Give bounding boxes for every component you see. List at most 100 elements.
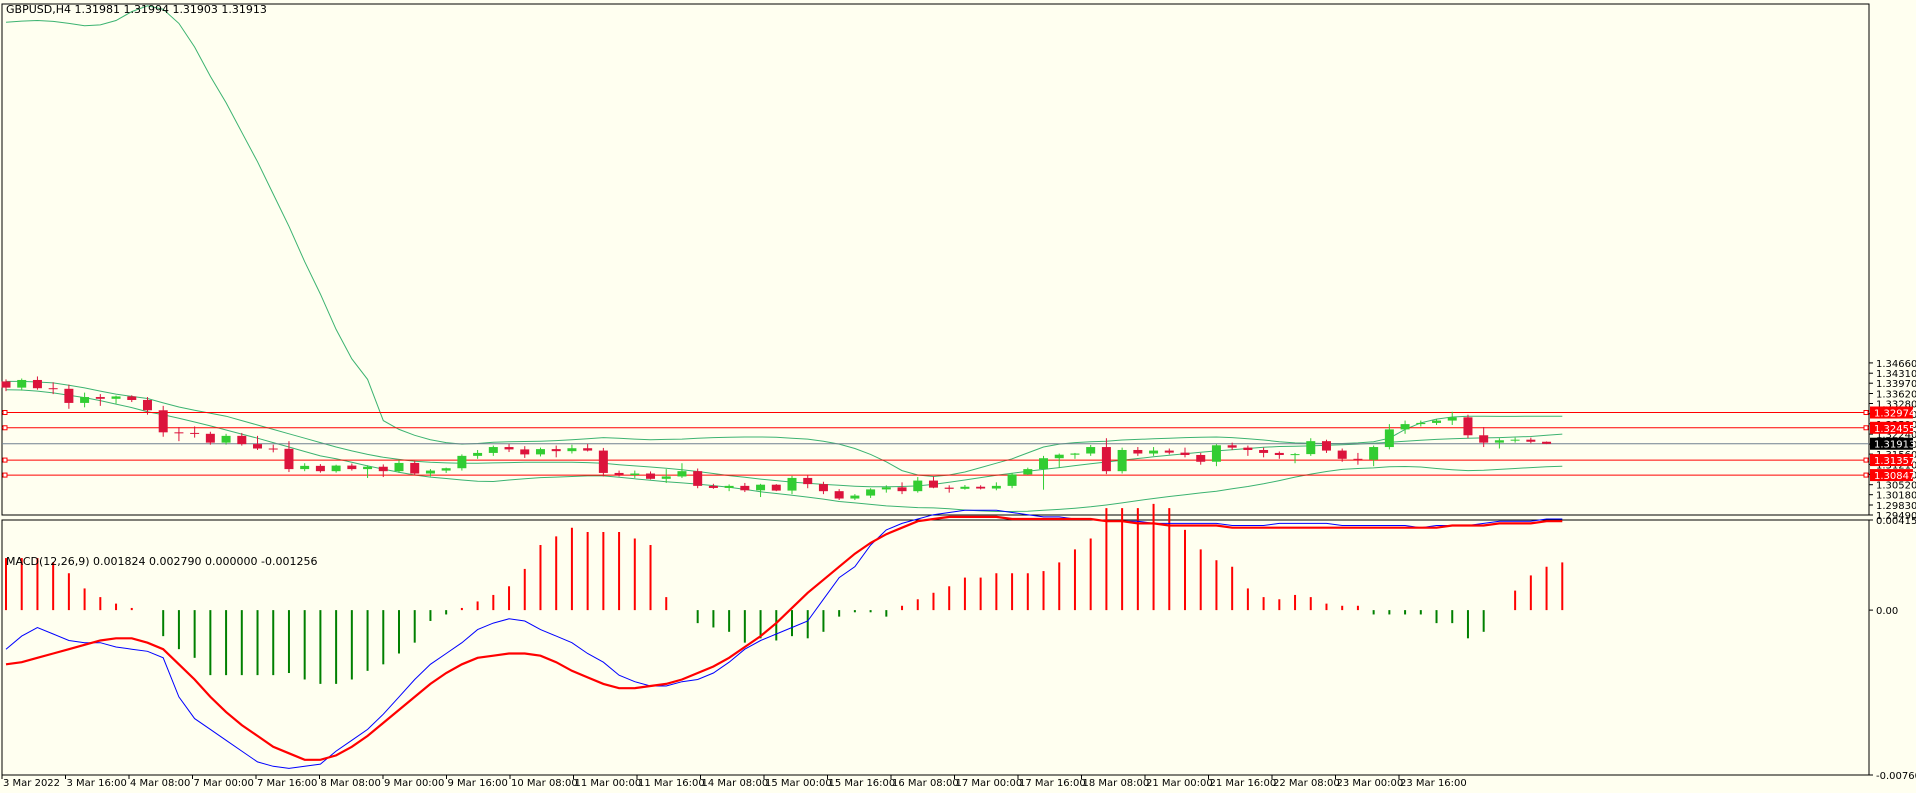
level-anchor-left[interactable] — [2, 410, 8, 416]
candle[interactable] — [363, 465, 373, 478]
candle[interactable] — [410, 460, 420, 475]
candle[interactable] — [1494, 438, 1504, 449]
candle[interactable] — [32, 376, 42, 390]
level-anchor-left[interactable] — [2, 457, 8, 463]
candle[interactable] — [1227, 442, 1237, 450]
candle[interactable] — [473, 449, 483, 459]
candle[interactable] — [221, 433, 231, 445]
candle[interactable] — [724, 484, 734, 492]
candle[interactable] — [1526, 437, 1536, 444]
candle[interactable] — [1290, 452, 1300, 464]
level-anchor-right[interactable] — [1863, 425, 1869, 431]
candle[interactable] — [284, 441, 294, 473]
candle[interactable] — [488, 445, 498, 456]
candle[interactable] — [630, 470, 640, 478]
candle[interactable] — [787, 475, 797, 495]
candle[interactable] — [1463, 414, 1473, 439]
candle[interactable] — [504, 444, 514, 453]
candle[interactable] — [535, 447, 545, 457]
candle[interactable] — [1243, 445, 1253, 456]
candle[interactable] — [1369, 445, 1379, 467]
candle[interactable] — [567, 444, 577, 454]
candle[interactable] — [205, 431, 215, 445]
candle[interactable] — [48, 382, 58, 395]
candle[interactable] — [944, 485, 954, 493]
candle[interactable] — [1101, 438, 1111, 475]
candle[interactable] — [1416, 420, 1426, 427]
candle[interactable] — [1196, 452, 1206, 465]
candle[interactable] — [111, 395, 121, 404]
candle[interactable] — [1023, 467, 1033, 475]
candle[interactable] — [268, 444, 278, 453]
candle[interactable] — [818, 481, 828, 495]
candle[interactable] — [803, 475, 813, 489]
candle[interactable] — [913, 477, 923, 493]
candle[interactable] — [1510, 437, 1520, 443]
candle[interactable] — [1054, 453, 1064, 468]
candle[interactable] — [520, 446, 530, 458]
candle[interactable] — [1542, 441, 1552, 445]
candle[interactable] — [253, 435, 263, 450]
candle[interactable] — [960, 484, 970, 490]
candle[interactable] — [1117, 447, 1127, 474]
candle[interactable] — [834, 489, 844, 500]
candle[interactable] — [866, 488, 876, 498]
candle[interactable] — [190, 426, 200, 438]
candle[interactable] — [1259, 447, 1269, 458]
candle[interactable] — [756, 483, 766, 498]
candle[interactable] — [315, 464, 325, 473]
candle[interactable] — [17, 378, 27, 391]
level-anchor-right[interactable] — [1863, 457, 1869, 463]
candle[interactable] — [1353, 452, 1363, 465]
level-anchor-left[interactable] — [2, 425, 8, 431]
candle[interactable] — [677, 463, 687, 478]
candle[interactable] — [1164, 448, 1174, 455]
candle[interactable] — [850, 494, 860, 500]
candle[interactable] — [693, 468, 703, 489]
candle[interactable] — [425, 469, 435, 477]
level-anchor-left[interactable] — [2, 472, 8, 478]
candle[interactable] — [1039, 455, 1049, 490]
candle[interactable] — [1384, 424, 1394, 450]
candle[interactable] — [237, 432, 247, 446]
candle[interactable] — [708, 483, 718, 489]
candle[interactable] — [771, 484, 781, 492]
candle[interactable] — [331, 464, 341, 473]
candle[interactable] — [127, 395, 137, 403]
candle[interactable] — [598, 447, 608, 477]
candle[interactable] — [1133, 447, 1143, 456]
candle[interactable] — [740, 482, 750, 493]
candle[interactable] — [551, 445, 561, 458]
candle[interactable] — [1400, 420, 1410, 434]
candle[interactable] — [991, 482, 1001, 491]
horizontal-levels[interactable] — [2, 410, 1869, 478]
candle[interactable] — [928, 476, 938, 489]
candle[interactable] — [1479, 427, 1489, 448]
candle[interactable] — [1321, 439, 1331, 453]
candle[interactable] — [394, 460, 404, 473]
candle[interactable] — [1180, 447, 1190, 458]
candle[interactable] — [1211, 444, 1221, 467]
candle[interactable] — [300, 463, 310, 472]
candle[interactable] — [881, 485, 891, 493]
candle[interactable] — [661, 469, 671, 483]
candle[interactable] — [80, 392, 90, 408]
candle[interactable] — [174, 427, 184, 442]
candle[interactable] — [1337, 448, 1347, 462]
candle[interactable] — [441, 467, 451, 473]
candle[interactable] — [1070, 452, 1080, 459]
candle[interactable] — [142, 397, 152, 415]
candle[interactable] — [158, 405, 168, 437]
candle[interactable] — [95, 394, 105, 406]
candle[interactable] — [378, 464, 388, 478]
candle[interactable] — [457, 454, 467, 471]
candle[interactable] — [1432, 419, 1442, 425]
candle[interactable] — [897, 482, 907, 495]
level-anchor-right[interactable] — [1863, 410, 1869, 416]
candle[interactable] — [347, 463, 357, 471]
candle[interactable] — [646, 471, 656, 480]
candle[interactable] — [583, 444, 593, 452]
candle[interactable] — [1149, 447, 1159, 456]
